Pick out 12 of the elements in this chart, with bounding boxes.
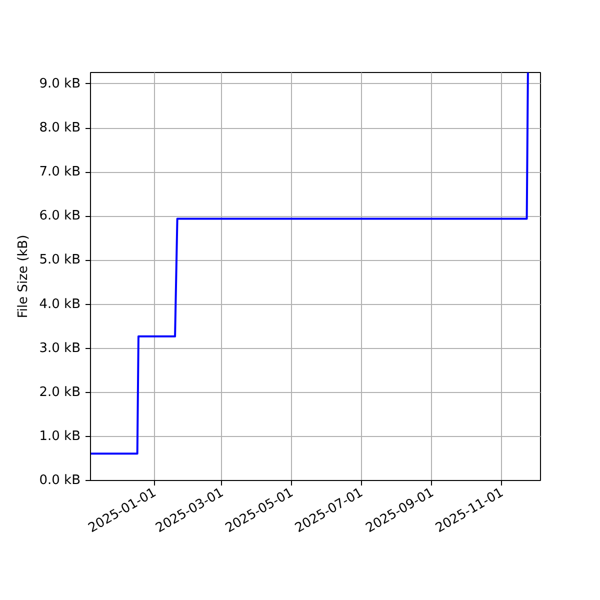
y-tick-label: 2.0 kB	[39, 384, 81, 400]
y-tick-label: 9.0 kB	[39, 76, 81, 92]
y-tick-label: 4.0 kB	[39, 296, 81, 312]
y-axis-title: File Size (kB)	[16, 234, 32, 318]
y-tick-label: 1.0 kB	[39, 428, 81, 444]
y-tick-label: 5.0 kB	[39, 252, 81, 268]
y-tick-label: 3.0 kB	[39, 340, 81, 356]
y-tick-label: 0.0 kB	[39, 473, 81, 488]
y-tick-label: 7.0 kB	[39, 164, 81, 180]
y-tick-label: 6.0 kB	[39, 208, 81, 224]
line-series	[90, 72, 529, 455]
y-tick-label: 8.0 kB	[39, 120, 81, 136]
